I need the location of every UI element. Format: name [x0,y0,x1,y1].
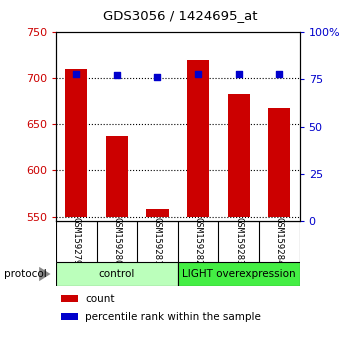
Point [155,74,160,80]
Text: percentile rank within the sample: percentile rank within the sample [85,312,261,322]
Point [195,71,201,76]
Bar [227,94,250,217]
Point [73,71,79,76]
Text: GSM159279: GSM159279 [72,217,81,266]
Bar [146,209,169,217]
Bar [61,313,78,320]
Text: LIGHT overexpression: LIGHT overexpression [182,269,296,279]
Bar [56,262,178,286]
Text: protocol: protocol [4,269,46,279]
Text: GSM159282: GSM159282 [193,217,203,266]
Text: count: count [85,294,115,304]
Bar [268,108,291,217]
Point [114,73,120,78]
Bar [106,136,128,217]
Bar [178,262,300,286]
Text: control: control [99,269,135,279]
Polygon shape [39,267,51,281]
Text: GSM159280: GSM159280 [112,217,121,266]
Text: GSM159283: GSM159283 [234,217,243,266]
Text: GSM159281: GSM159281 [153,217,162,266]
Text: GDS3056 / 1424695_at: GDS3056 / 1424695_at [103,9,258,22]
Bar [61,295,78,302]
Text: GSM159284: GSM159284 [275,217,284,266]
Point [277,71,282,76]
Point [236,71,242,76]
Bar [65,69,87,217]
Bar [187,59,209,217]
